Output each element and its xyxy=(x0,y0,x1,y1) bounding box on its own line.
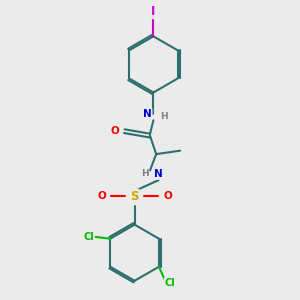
Text: H: H xyxy=(160,112,167,121)
Text: N: N xyxy=(143,109,152,119)
Text: H: H xyxy=(141,169,149,178)
Text: S: S xyxy=(130,190,139,203)
Text: O: O xyxy=(110,126,119,136)
Text: Cl: Cl xyxy=(164,278,175,288)
Text: I: I xyxy=(151,5,156,18)
Text: O: O xyxy=(164,191,172,201)
Text: O: O xyxy=(98,191,106,201)
Text: N: N xyxy=(154,169,163,179)
Text: Cl: Cl xyxy=(83,232,94,242)
